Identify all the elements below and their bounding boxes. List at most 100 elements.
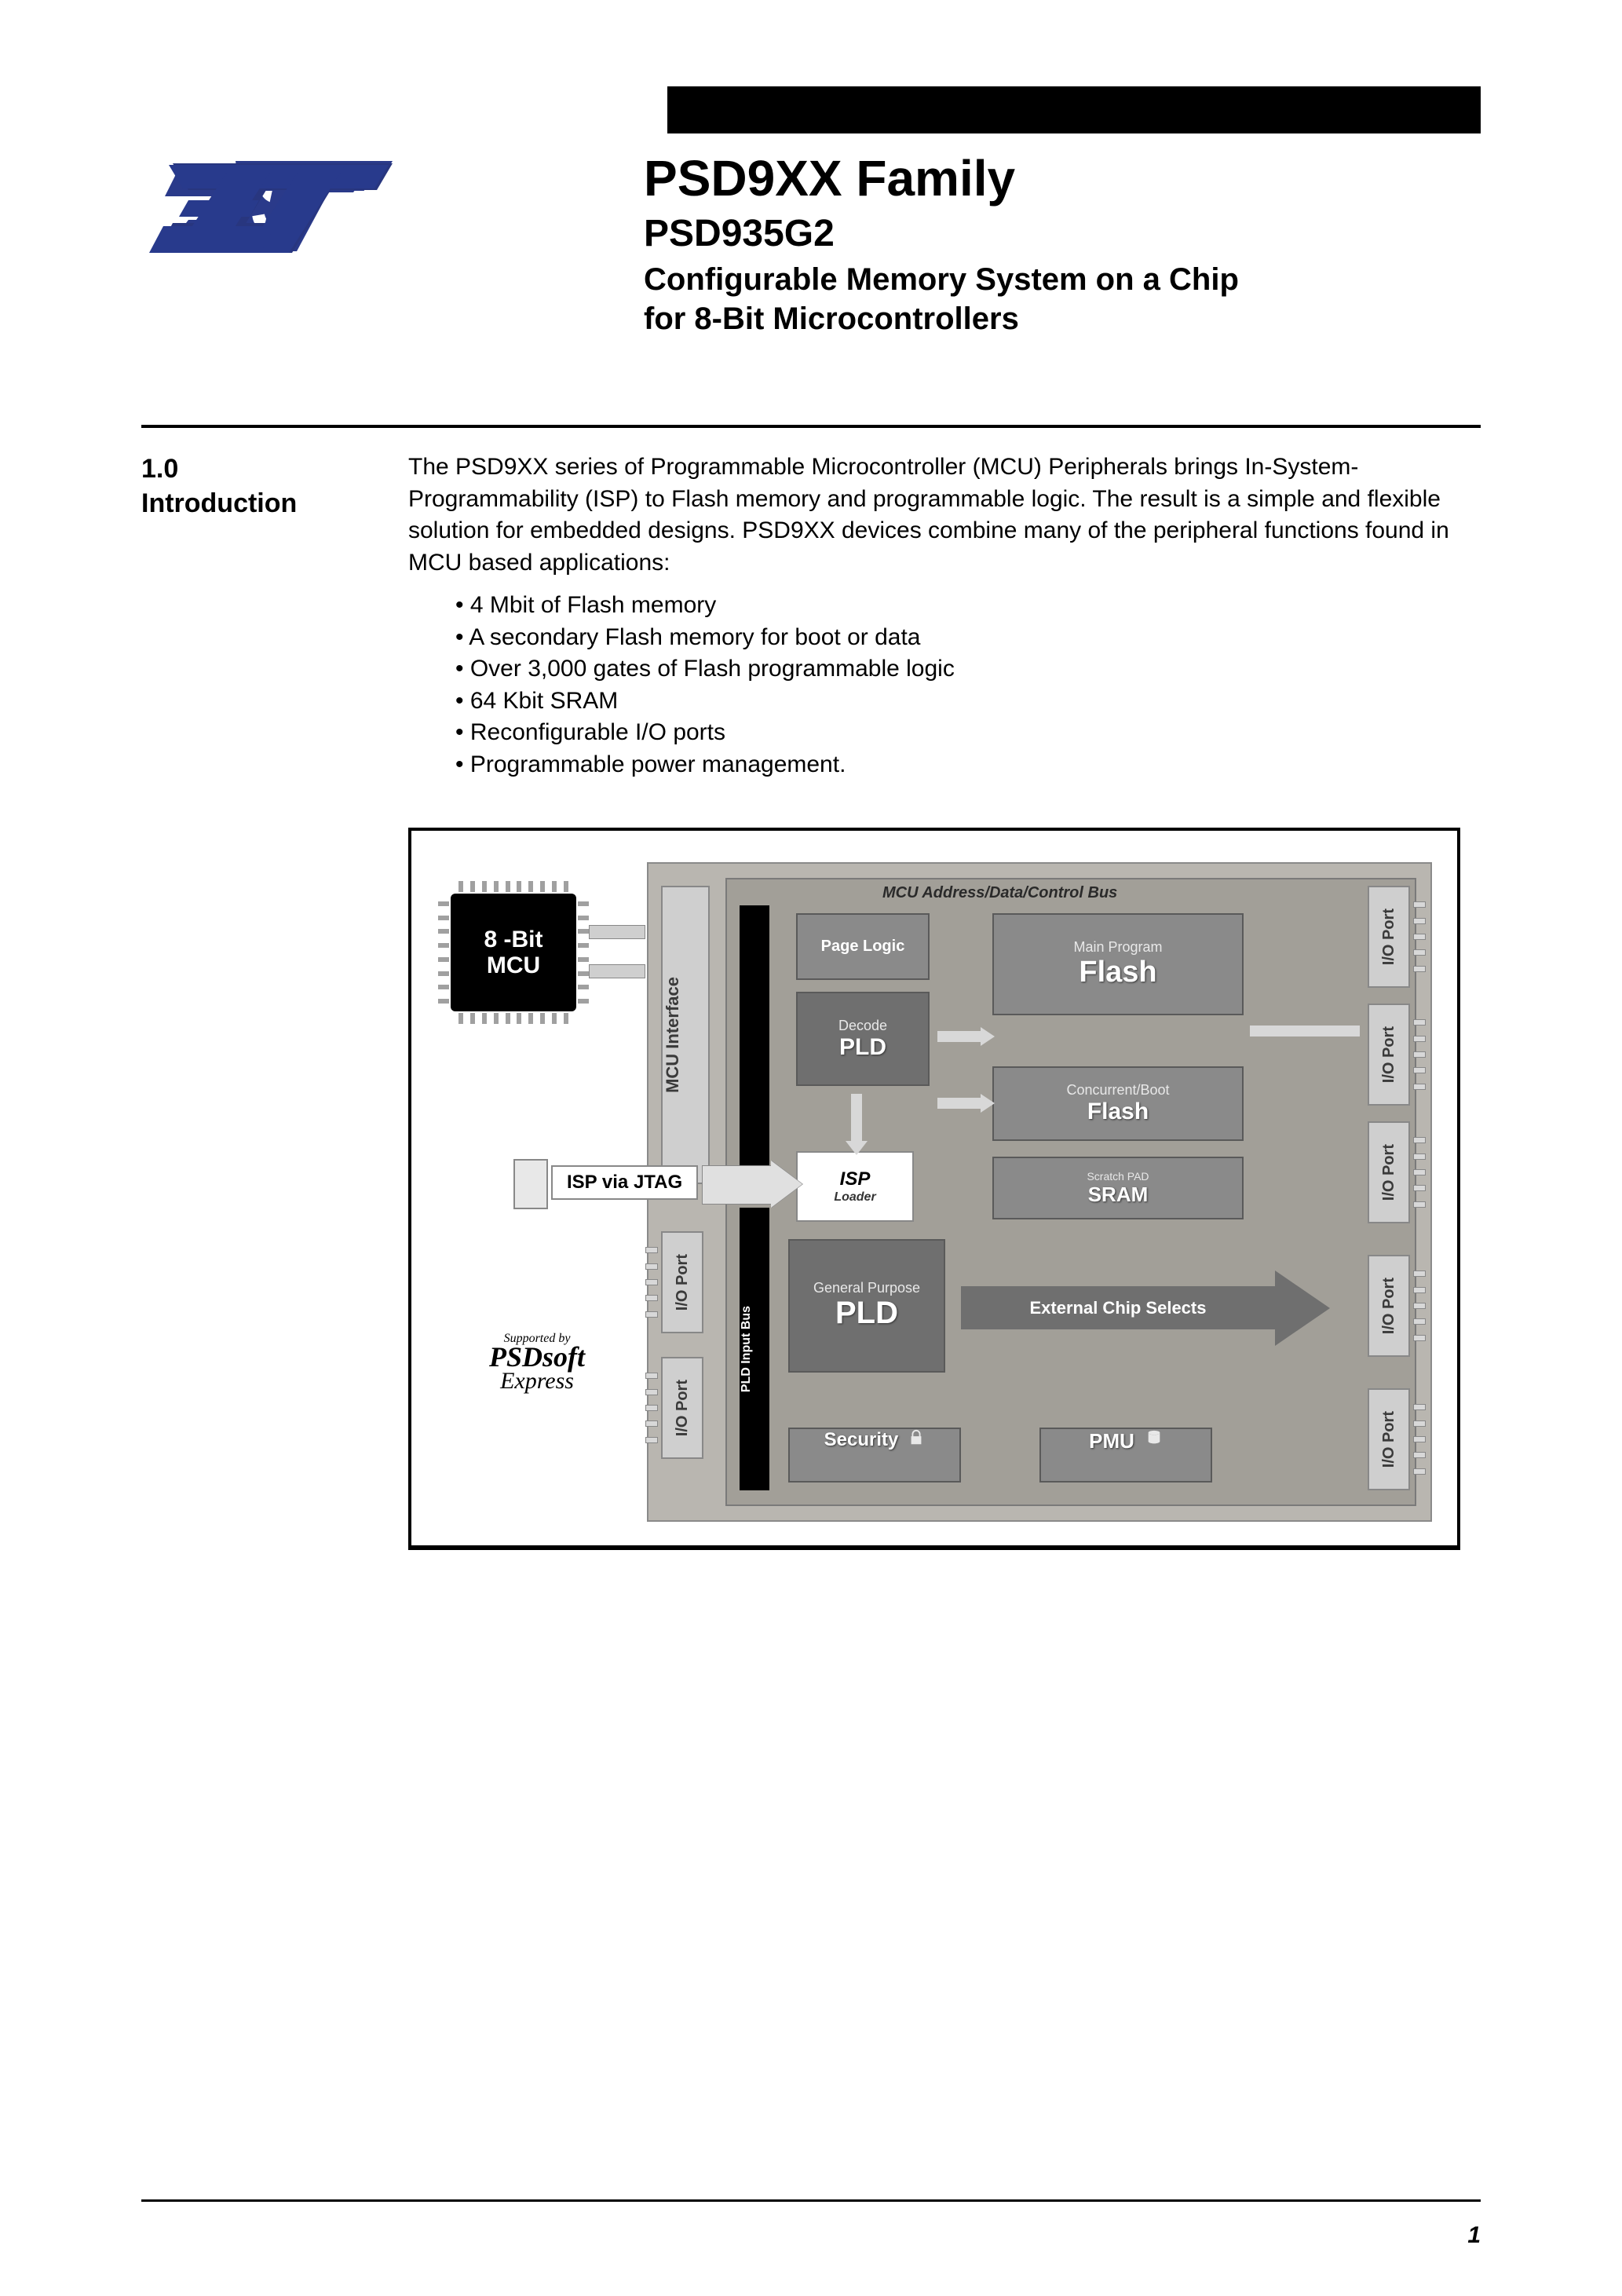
io-port-left: I/O Port <box>661 1231 703 1333</box>
lock-icon <box>908 1429 925 1446</box>
isp-via-jtag-label: ISP via JTAG <box>551 1165 698 1200</box>
psdsoft-badge: Supported by PSDsoft Express <box>451 1333 623 1391</box>
connector-arrow <box>937 1031 985 1042</box>
mcu-interface-block: MCU Interface <box>661 886 710 1184</box>
express-label: Express <box>451 1370 623 1391</box>
section-number: 1.0 <box>141 452 408 486</box>
bullet-item: A secondary Flash memory for boot or dat… <box>455 622 1481 654</box>
feature-bullets: 4 Mbit of Flash memory A secondary Flash… <box>455 590 1481 781</box>
gp-pld-block: General Purpose PLD <box>788 1239 945 1373</box>
security-label: Security <box>824 1429 899 1481</box>
title-area: PSD9XX Family PSD935G2 Configurable Memo… <box>644 141 1481 338</box>
io-port-right: I/O Port <box>1368 1255 1410 1357</box>
io-port-label: I/O Port <box>1380 1278 1398 1334</box>
st-logo-icon: S <box>141 141 408 275</box>
section-body: The PSD9XX series of Programmable Microc… <box>408 452 1481 781</box>
part-number: PSD935G2 <box>644 212 1481 255</box>
io-port-left: I/O Port <box>661 1357 703 1459</box>
jtag-arrow-shaft <box>702 1165 774 1205</box>
footer-rule <box>141 2199 1481 2202</box>
boot-flash-block: Concurrent/Boot Flash <box>992 1066 1244 1141</box>
jtag-arrowhead <box>771 1161 802 1208</box>
subtitle-line2: for 8-Bit Microcontrollers <box>644 302 1019 336</box>
chip-pins <box>458 881 568 892</box>
mcu-chip-line1: 8 -Bit <box>455 927 572 952</box>
pmu-label: PMU <box>1089 1429 1134 1481</box>
sram-block: Scratch PAD SRAM <box>992 1157 1244 1219</box>
chip-pins <box>578 901 589 1004</box>
pld-input-bus-label: PLD Input Bus <box>740 1306 769 1392</box>
io-port-label: I/O Port <box>1380 909 1398 965</box>
vertical-bus-bar <box>740 905 769 1204</box>
header-row: S <box>141 141 1481 338</box>
io-port-right: I/O Port <box>1368 1004 1410 1106</box>
block-diagram: 8 -Bit MCU MCU Interface MCU Address/Dat… <box>408 828 1460 1550</box>
database-icon <box>1145 1429 1163 1446</box>
boot-flash-sub: Concurrent/Boot <box>994 1082 1242 1099</box>
io-port-label: I/O Port <box>674 1254 692 1311</box>
mcu-interface-label: MCU Interface <box>663 977 708 1093</box>
boot-flash-main: Flash <box>994 1099 1242 1125</box>
mcu-chip: 8 -Bit MCU <box>451 894 576 1011</box>
port-pins <box>1413 892 1426 982</box>
subtitle: Configurable Memory System on a Chip for… <box>644 260 1481 338</box>
ext-chip-arrowhead <box>1275 1270 1330 1346</box>
ext-chip-selects-label: External Chip Selects <box>961 1298 1275 1318</box>
port-pins <box>645 1363 658 1453</box>
security-block: Security <box>788 1428 961 1483</box>
psdsoft-label: PSDsoft <box>451 1344 623 1369</box>
subtitle-line1: Configurable Memory System on a Chip <box>644 262 1239 297</box>
port-pins <box>645 1238 658 1327</box>
io-port-right: I/O Port <box>1368 886 1410 988</box>
gp-pld-sub: General Purpose <box>790 1281 944 1296</box>
chip-pins <box>438 901 449 1004</box>
io-port-label: I/O Port <box>1380 1144 1398 1201</box>
bus-header: MCU Address/Data/Control Bus <box>882 884 1117 902</box>
connector-arrow <box>851 1094 862 1145</box>
page-number: 1 <box>1467 2222 1481 2249</box>
isp-loader-main: ISP <box>798 1168 912 1190</box>
bullet-item: Programmable power management. <box>455 749 1481 781</box>
decode-pld-block: Decode PLD <box>796 992 930 1086</box>
ext-chip-selects-bar: External Chip Selects <box>961 1286 1275 1329</box>
datasheet-page: S <box>0 0 1622 2296</box>
port-pins <box>1413 1395 1426 1484</box>
bullet-item: 64 Kbit SRAM <box>455 686 1481 718</box>
pmu-block: PMU <box>1039 1428 1212 1483</box>
bullet-item: Over 3,000 gates of Flash programmable l… <box>455 653 1481 686</box>
io-port-label: I/O Port <box>1380 1411 1398 1468</box>
vendor-logo: S <box>141 141 644 279</box>
decode-pld-sub: Decode <box>798 1018 928 1034</box>
io-port-label: I/O Port <box>674 1380 692 1436</box>
header-black-bar <box>667 86 1481 133</box>
io-port-right: I/O Port <box>1368 1121 1410 1223</box>
intro-section: 1.0 Introduction The PSD9XX series of Pr… <box>141 452 1481 781</box>
intro-paragraph: The PSD9XX series of Programmable Microc… <box>408 452 1481 579</box>
section-heading: 1.0 Introduction <box>141 452 408 781</box>
sram-sub: Scratch PAD <box>994 1170 1242 1183</box>
port-pins <box>1413 1128 1426 1217</box>
section-title: Introduction <box>141 486 408 521</box>
port-pins <box>1413 1010 1426 1099</box>
jtag-connector-icon <box>513 1159 548 1209</box>
bullet-item: Reconfigurable I/O ports <box>455 717 1481 749</box>
page-logic-block: Page Logic <box>796 913 930 980</box>
gp-pld-main: PLD <box>790 1296 944 1331</box>
io-port-label: I/O Port <box>1380 1026 1398 1083</box>
bullet-item: 4 Mbit of Flash memory <box>455 590 1481 622</box>
port-pins <box>1413 1261 1426 1351</box>
page-logic-label: Page Logic <box>798 938 928 956</box>
io-port-right: I/O Port <box>1368 1388 1410 1490</box>
family-title: PSD9XX Family <box>644 149 1481 207</box>
chip-pins <box>458 1013 568 1024</box>
sram-main: SRAM <box>994 1183 1242 1207</box>
pld-input-bus: PLD Input Bus <box>740 1208 769 1490</box>
isp-loader-block: ISP Loader <box>796 1151 914 1222</box>
bus-arrow <box>589 964 645 978</box>
main-flash-main: Flash <box>994 956 1242 989</box>
connector-arrow <box>937 1098 985 1109</box>
isp-loader-sub: Loader <box>798 1190 912 1205</box>
main-flash-sub: Main Program <box>994 939 1242 956</box>
mcu-chip-line2: MCU <box>455 952 572 978</box>
connector-arrowhead <box>981 1094 995 1113</box>
